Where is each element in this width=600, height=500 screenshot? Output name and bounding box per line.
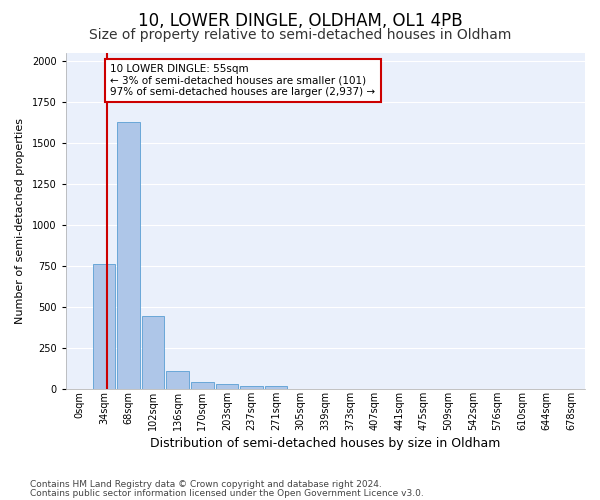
Bar — [265, 386, 287, 390]
Y-axis label: Number of semi-detached properties: Number of semi-detached properties — [15, 118, 25, 324]
Bar — [191, 382, 214, 390]
Bar — [142, 316, 164, 390]
Text: 10, LOWER DINGLE, OLDHAM, OL1 4PB: 10, LOWER DINGLE, OLDHAM, OL1 4PB — [137, 12, 463, 30]
Bar — [166, 371, 189, 390]
Bar — [92, 264, 115, 390]
Bar — [117, 122, 140, 390]
Bar — [240, 386, 263, 390]
X-axis label: Distribution of semi-detached houses by size in Oldham: Distribution of semi-detached houses by … — [150, 437, 500, 450]
Text: Size of property relative to semi-detached houses in Oldham: Size of property relative to semi-detach… — [89, 28, 511, 42]
Text: Contains public sector information licensed under the Open Government Licence v3: Contains public sector information licen… — [30, 488, 424, 498]
Text: Contains HM Land Registry data © Crown copyright and database right 2024.: Contains HM Land Registry data © Crown c… — [30, 480, 382, 489]
Bar — [215, 384, 238, 390]
Text: 10 LOWER DINGLE: 55sqm
← 3% of semi-detached houses are smaller (101)
97% of sem: 10 LOWER DINGLE: 55sqm ← 3% of semi-deta… — [110, 64, 376, 97]
